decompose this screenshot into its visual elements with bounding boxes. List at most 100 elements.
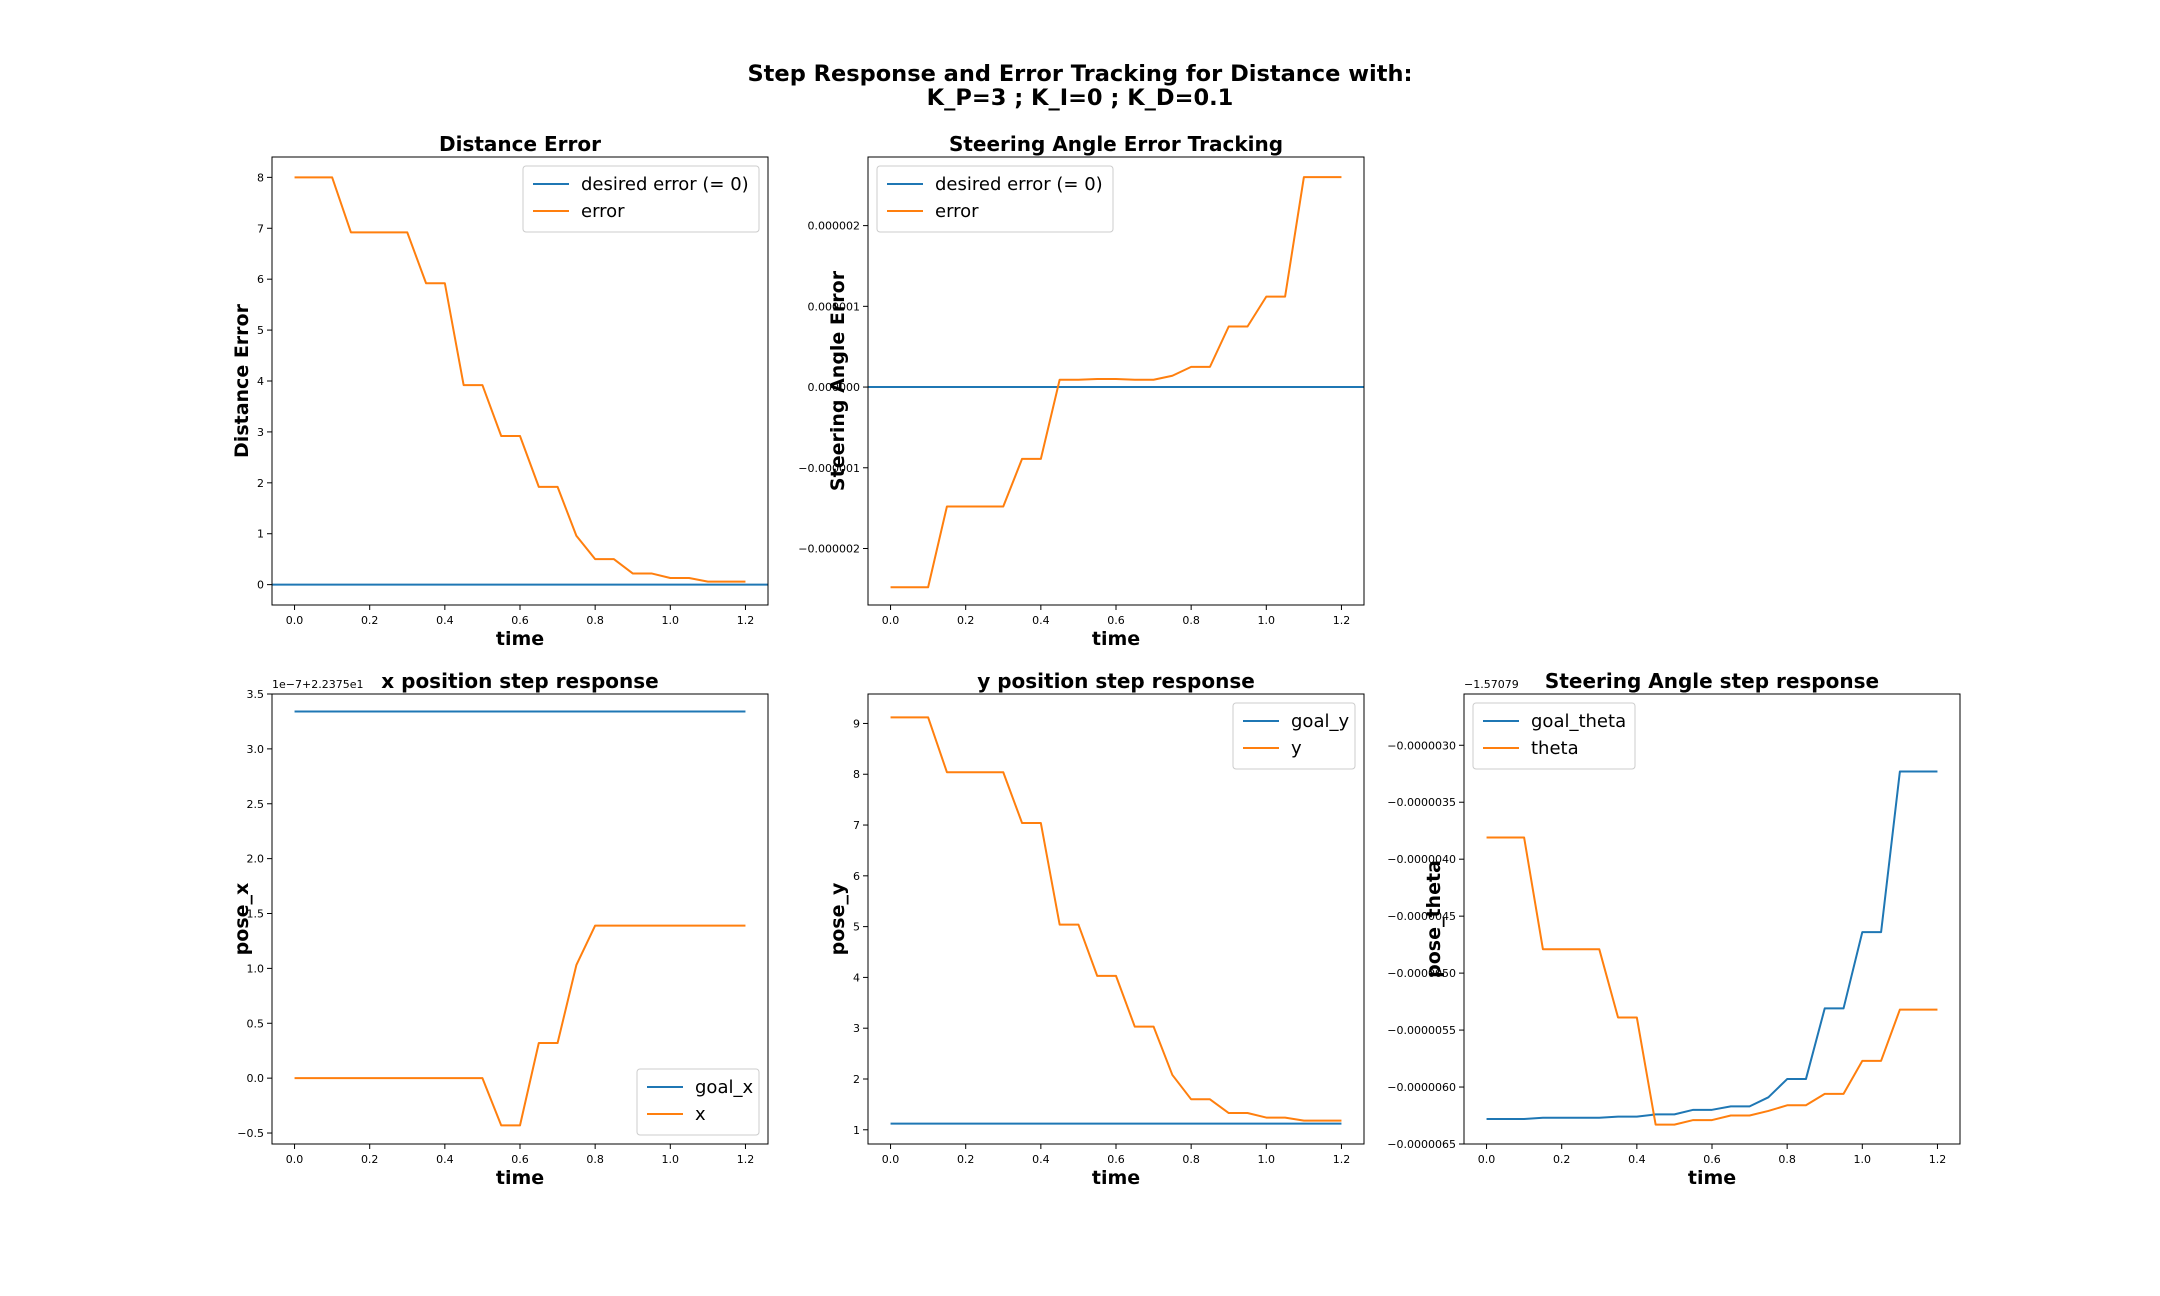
series-line-x — [294, 924, 746, 1127]
subplot-title: Steering Angle step response — [1545, 669, 1879, 693]
y-tick-label: 0.0 — [247, 1072, 265, 1085]
x-tick-label: 0.6 — [511, 1153, 529, 1166]
legend-box — [1472, 702, 1636, 770]
y-tick-label: 6 — [853, 870, 860, 883]
y-tick-label: 0.000000 — [808, 381, 861, 394]
y-tick-label: −0.000001 — [798, 462, 860, 475]
legend-label: desired error (= 0) — [581, 174, 749, 195]
x-tick-label: 0.8 — [1182, 614, 1200, 627]
subplot-distance_error: 0.0 0.2 0.4 0.6 0.8 1.0 1.2 0 1 2 3 4 5 6 7 8 Distance E… — [231, 132, 769, 650]
legend-label: error — [581, 201, 625, 222]
legend-label: goal_y — [1291, 711, 1349, 732]
subplot-theta_step: 0.0 0.2 0.4 0.6 0.8 1.0 1.2 −0.0000065 −0.000006… — [1387, 669, 1961, 1189]
y-tick-label: 0.000001 — [808, 300, 861, 313]
series-group — [1486, 770, 1938, 1126]
series-group — [272, 176, 768, 586]
y-tick-label: 5 — [257, 324, 264, 337]
y-tick-label: 0.5 — [247, 1017, 265, 1030]
x-tick-label: 1.2 — [1333, 614, 1351, 627]
x-tick-label: 0.4 — [1628, 1153, 1646, 1166]
x-axis-label: time — [1092, 1167, 1140, 1189]
y-axis-label: pose_theta — [1423, 860, 1445, 978]
y-tick-label: 1 — [257, 528, 264, 541]
y-tick-label: −0.000002 — [798, 542, 860, 555]
x-axis-label: time — [1092, 628, 1140, 650]
y-tick-label: 6 — [257, 273, 264, 286]
y-tick-label: 3.5 — [247, 688, 265, 701]
x-tick-label: 1.0 — [662, 1153, 680, 1166]
legend: goal_yy — [1232, 702, 1356, 770]
legend-box — [522, 165, 760, 233]
y-tick-label: 4 — [257, 375, 264, 388]
x-tick-label: 0.0 — [286, 614, 304, 627]
x-tick-label: 1.2 — [1333, 1153, 1351, 1166]
y-tick-label: 3.0 — [247, 743, 265, 756]
legend-label: y — [1291, 738, 1302, 759]
y-tick-label: −0.0000030 — [1387, 739, 1456, 752]
y-tick-label: −0.0000065 — [1387, 1138, 1456, 1151]
figure-suptitle-line1: Step Response and Error Tracking for Dis… — [747, 61, 1412, 87]
y-tick-label: −0.0000055 — [1387, 1024, 1456, 1037]
x-tick-label: 0.4 — [1032, 614, 1050, 627]
y-axis-label: pose_x — [231, 883, 253, 956]
y-axis-label: pose_y — [827, 882, 849, 955]
subplot-y_step: 0.0 0.2 0.4 0.6 0.8 1.0 1.2 1 2 3 4 5 6 7 8 9 y position… — [827, 669, 1365, 1189]
x-tick-label: 1.2 — [737, 614, 755, 627]
legend-box — [876, 165, 1114, 233]
x-tick-label: 1.2 — [1929, 1153, 1947, 1166]
y-tick-label: 4 — [853, 971, 860, 984]
x-tick-label: 0.2 — [957, 1153, 975, 1166]
y-tick-label: 0 — [257, 579, 264, 592]
legend: goal_xx — [636, 1068, 760, 1136]
series-line-error — [294, 176, 746, 583]
x-tick-label: 0.4 — [436, 1153, 454, 1166]
x-tick-label: 0.4 — [436, 614, 454, 627]
series-group — [294, 710, 746, 1127]
legend: desired error (= 0) error — [876, 165, 1114, 233]
legend-label: goal_theta — [1531, 711, 1626, 732]
subplot-title: Distance Error — [439, 132, 601, 156]
x-tick-label: 0.6 — [1703, 1153, 1721, 1166]
legend: desired error (= 0) error — [522, 165, 760, 233]
y-tick-label: 5 — [853, 921, 860, 934]
y-axis-label: Distance Error — [231, 303, 253, 458]
x-tick-label: 0.6 — [1107, 1153, 1125, 1166]
x-tick-label: 0.0 — [882, 614, 900, 627]
legend-label: goal_x — [695, 1077, 753, 1098]
x-tick-label: 0.2 — [361, 614, 379, 627]
legend-label: theta — [1531, 738, 1579, 759]
x-tick-label: 0.2 — [1553, 1153, 1571, 1166]
x-tick-label: 0.0 — [1478, 1153, 1496, 1166]
subplot-title: Steering Angle Error Tracking — [949, 132, 1283, 156]
y-tick-label: −0.0000035 — [1387, 796, 1456, 809]
x-tick-label: 0.2 — [361, 1153, 379, 1166]
series-group — [868, 176, 1364, 589]
subplot-title: y position step response — [977, 669, 1255, 693]
subplot-x_step: 0.0 0.2 0.4 0.6 0.8 1.0 1.2 −0.5 0.0 0.5 1.0 1.5 2.0… — [231, 669, 769, 1189]
y-tick-label: 2.5 — [247, 798, 265, 811]
x-tick-label: 1.0 — [1258, 1153, 1276, 1166]
y-tick-label: 3 — [853, 1022, 860, 1035]
x-tick-label: 0.8 — [586, 1153, 604, 1166]
subplot-title: x position step response — [381, 669, 658, 693]
y-tick-label: 9 — [853, 717, 860, 730]
y-tick-label: 8 — [853, 768, 860, 781]
series-line-goal-theta — [1486, 770, 1938, 1120]
y-tick-label: 2 — [853, 1073, 860, 1086]
legend-label: error — [935, 201, 979, 222]
y-tick-label: 8 — [257, 171, 264, 184]
legend-box — [636, 1068, 760, 1136]
x-axis-label: time — [496, 1167, 544, 1189]
axis-offset-text: 1e−7+2.2375e1 — [272, 678, 363, 691]
legend-label: x — [695, 1104, 706, 1125]
y-tick-label: 3 — [257, 426, 264, 439]
subplot-steering_error: 0.0 0.2 0.4 0.6 0.8 1.0 1.2 −0.000002 −0.000001 0… — [798, 132, 1365, 650]
y-tick-label: 1 — [853, 1124, 860, 1137]
y-tick-label: 1.0 — [247, 962, 265, 975]
y-tick-label: 2 — [257, 477, 264, 490]
x-tick-label: 1.0 — [662, 614, 680, 627]
series-line-y — [890, 716, 1342, 1122]
x-tick-label: 0.6 — [1107, 614, 1125, 627]
